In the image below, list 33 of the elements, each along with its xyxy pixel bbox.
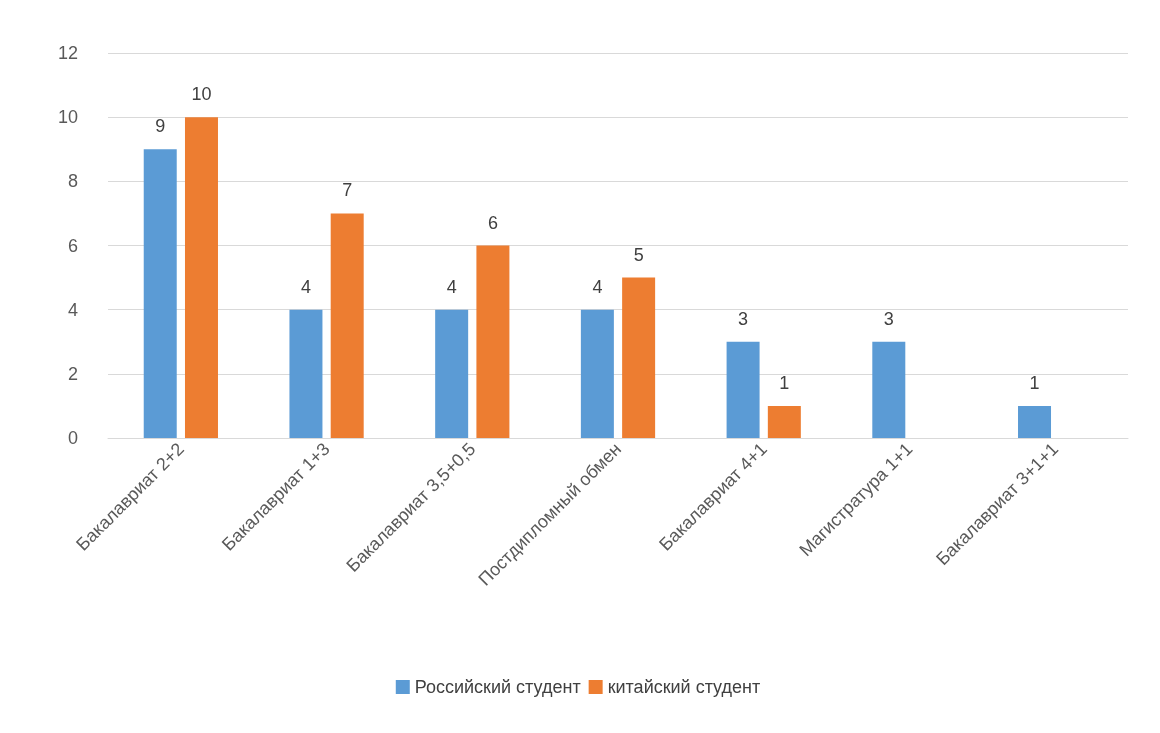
- bar: [184, 117, 218, 438]
- legend-label: Российский студент: [414, 677, 581, 697]
- y-tick-label: 0: [67, 428, 78, 448]
- bar: [726, 341, 760, 438]
- data-label: 4: [446, 276, 457, 297]
- y-tick-label: 4: [67, 299, 78, 320]
- bar: [767, 405, 801, 438]
- bar: [476, 245, 510, 438]
- y-tick-label: 2: [67, 363, 78, 384]
- data-label: 10: [191, 84, 212, 105]
- bar: [580, 309, 614, 438]
- bar: [289, 309, 323, 438]
- data-label: 6: [487, 212, 498, 233]
- data-label: 3: [738, 308, 749, 329]
- data-label: 4: [592, 276, 603, 297]
- bar: [1018, 405, 1052, 438]
- data-label: 9: [155, 116, 166, 137]
- bar: [143, 149, 177, 438]
- y-tick-label: 12: [57, 43, 78, 63]
- bar: [872, 341, 906, 438]
- data-label: 7: [342, 180, 353, 201]
- legend-label: китайский студент: [607, 677, 761, 697]
- y-tick-label: 8: [67, 171, 78, 192]
- data-label: 5: [633, 244, 644, 265]
- data-label: 3: [883, 308, 894, 329]
- y-tick-label: 6: [67, 235, 78, 256]
- data-label: 1: [779, 372, 790, 393]
- data-label: 1: [1029, 372, 1040, 393]
- data-label: 4: [300, 276, 311, 297]
- bar: [330, 213, 364, 438]
- bar: [435, 309, 469, 438]
- y-tick-label: 10: [57, 107, 78, 128]
- bar: [622, 277, 656, 438]
